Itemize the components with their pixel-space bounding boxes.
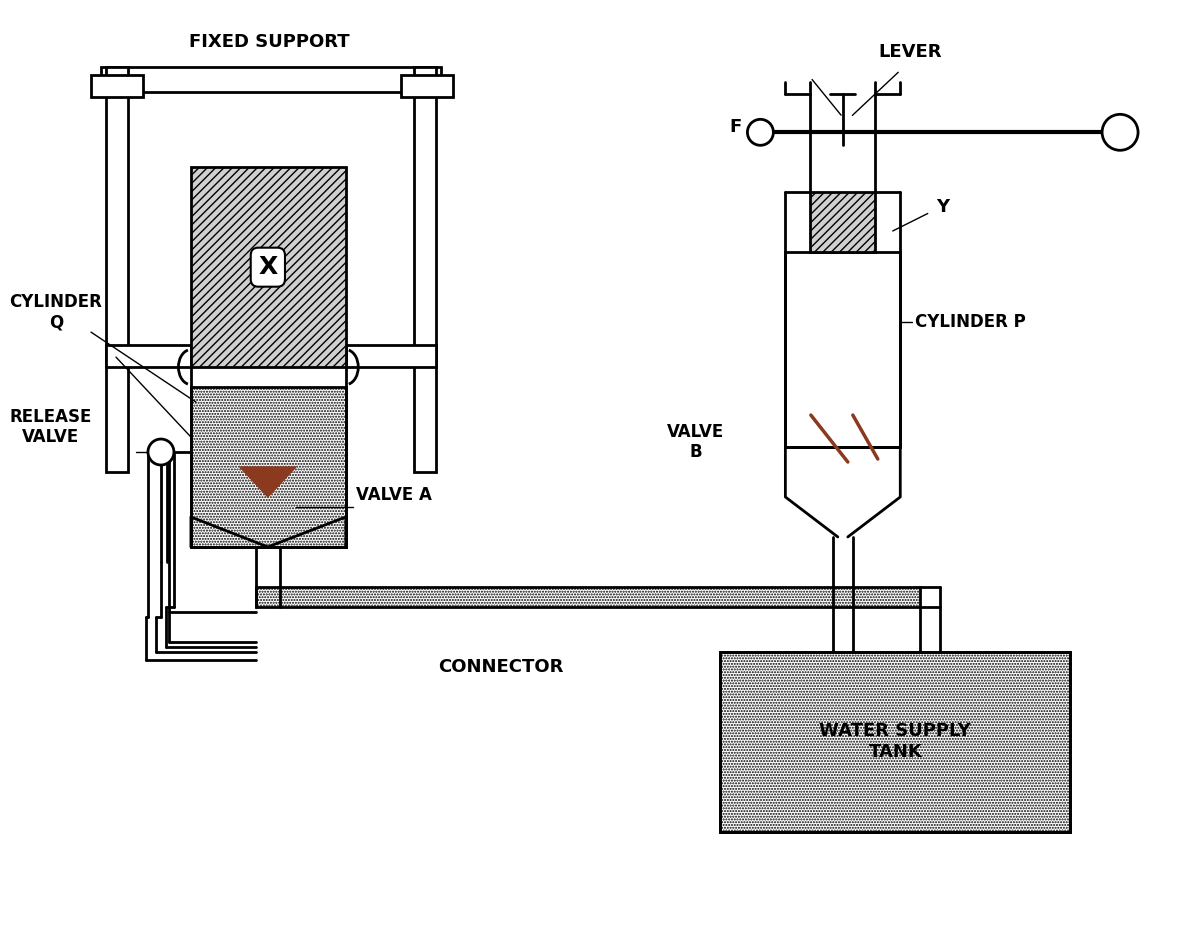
Text: VALVE
B: VALVE B [667,423,724,462]
Text: LEVER: LEVER [878,44,942,61]
Text: CONNECTOR: CONNECTOR [438,658,563,676]
Circle shape [1102,114,1138,150]
Text: VALVE A: VALVE A [355,486,432,504]
Bar [256,586,920,606]
Text: CYLINDER
Q: CYLINDER Q [10,293,102,331]
Text: FIXED SUPPORT: FIXED SUPPORT [188,33,349,51]
Bar [810,192,875,252]
Bar [91,75,143,97]
Circle shape [148,439,174,465]
Text: F: F [730,118,742,136]
Text: X: X [258,255,277,279]
Text: RELEASE
VALVE: RELEASE VALVE [10,407,92,446]
Bar [414,68,436,472]
Polygon shape [240,467,296,497]
Bar [191,168,346,367]
Bar [401,75,452,97]
Text: Y: Y [936,198,949,216]
Bar [785,252,900,447]
Bar [785,252,900,447]
Bar [346,346,436,367]
Text: WATER SUPPLY
TANK: WATER SUPPLY TANK [820,723,971,762]
Bar [106,346,191,367]
Text: CYLINDER P: CYLINDER P [916,313,1026,331]
Bar [101,68,440,92]
Circle shape [748,119,773,146]
Bar [191,387,346,547]
Bar [720,652,1070,832]
Bar [720,652,1070,832]
Bar [106,68,128,472]
